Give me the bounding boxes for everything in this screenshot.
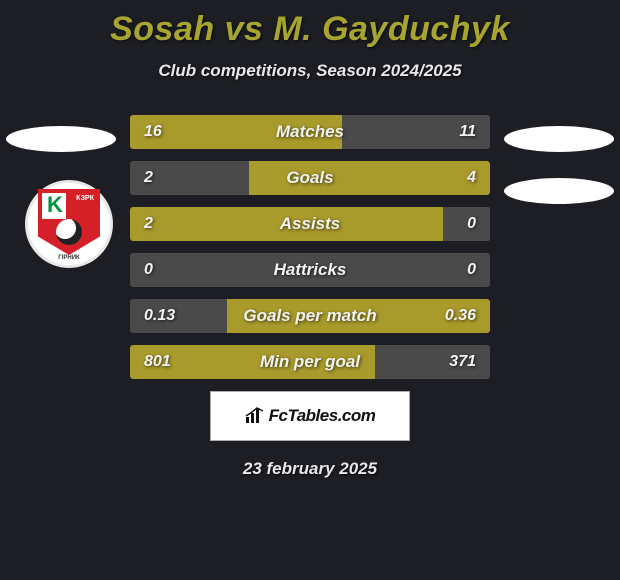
chart-icon: [245, 407, 265, 426]
stat-right-value: 0.36: [445, 307, 476, 325]
stat-row: 16 11 Matches: [130, 115, 490, 149]
infographic-container: Sosah vs M. Gayduchyk Club competitions,…: [0, 0, 620, 580]
stat-left-value: 2: [144, 215, 153, 233]
club-badge-inner: КЗРК ГІРНИК: [38, 189, 100, 259]
stat-label: Assists: [280, 214, 340, 234]
source-brand: FcTables.com: [269, 406, 376, 426]
stat-right-value: 11: [459, 123, 476, 141]
football-icon: [56, 219, 82, 245]
stats-table: 16 11 Matches 2 4 Goals 2 0 Assists 0 0 Hattricks 0.…: [130, 115, 490, 379]
stat-right-value: 4: [467, 169, 476, 187]
stat-row: 2 4 Goals: [130, 161, 490, 195]
badge-text-bottom: ГІРНИК: [58, 255, 79, 261]
source-badge: FcTables.com: [210, 391, 410, 441]
stat-row: 0 0 Hattricks: [130, 253, 490, 287]
stat-row: 2 0 Assists: [130, 207, 490, 241]
stat-left-value: 2: [144, 169, 153, 187]
stat-label: Goals: [286, 168, 333, 188]
stat-label: Hattricks: [274, 260, 347, 280]
stat-left-value: 16: [144, 123, 162, 141]
stat-row: 0.13 0.36 Goals per match: [130, 299, 490, 333]
stat-label: Min per goal: [260, 352, 360, 372]
page-title: Sosah vs M. Gayduchyk: [0, 0, 620, 49]
club-badge: КЗРК ГІРНИК: [25, 180, 113, 268]
footer-date: 23 february 2025: [0, 459, 620, 479]
stat-right-value: 0: [467, 261, 476, 279]
stat-right-value: 0: [467, 215, 476, 233]
player-photo-placeholder-left: [6, 126, 116, 152]
stat-left-value: 801: [144, 353, 171, 371]
stat-right-value: 371: [449, 353, 476, 371]
stat-left-value: 0: [144, 261, 153, 279]
subtitle: Club competitions, Season 2024/2025: [0, 61, 620, 81]
player-photo-placeholder-right-2: [504, 178, 614, 204]
shield-icon: КЗРК: [38, 189, 100, 255]
stat-row: 801 371 Min per goal: [130, 345, 490, 379]
stat-left-bar: [130, 253, 177, 287]
stat-right-bar: [249, 161, 490, 195]
badge-text-top: КЗРК: [76, 195, 94, 203]
stat-label: Matches: [276, 122, 344, 142]
stat-label: Goals per match: [243, 306, 376, 326]
player-photo-placeholder-right-1: [504, 126, 614, 152]
stat-left-value: 0.13: [144, 307, 175, 325]
